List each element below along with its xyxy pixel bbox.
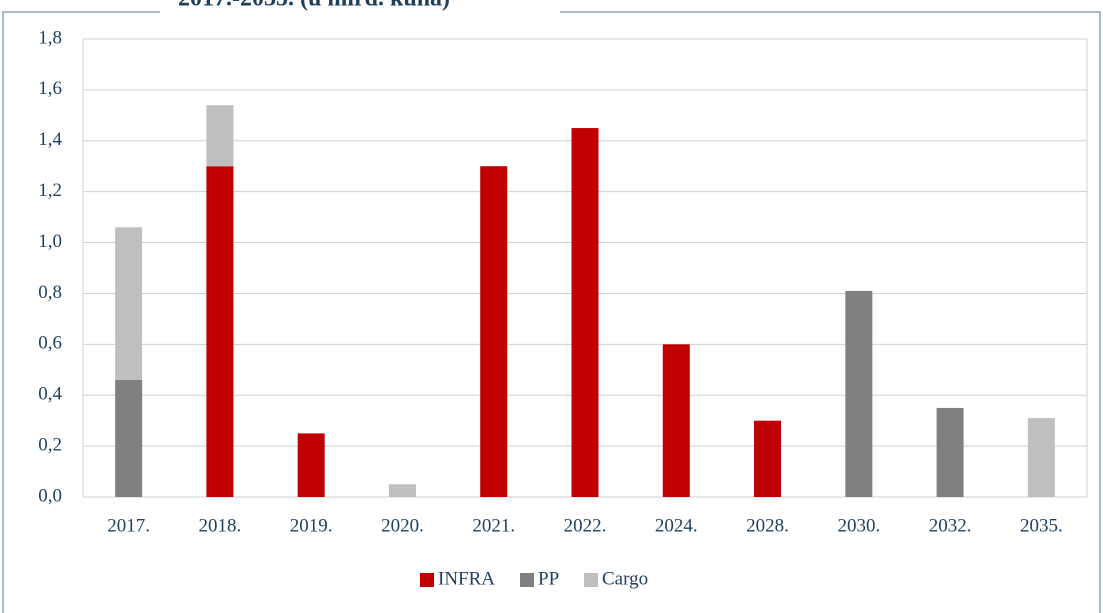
x-tick-label: 2030. bbox=[837, 515, 880, 536]
legend-label: PP bbox=[538, 568, 559, 589]
bar-segment bbox=[1027, 418, 1055, 497]
bar-segment bbox=[115, 227, 143, 380]
bar-segment bbox=[845, 290, 873, 497]
x-tick-label: 2020. bbox=[381, 515, 424, 536]
x-tick-label: 2035. bbox=[1020, 515, 1063, 536]
y-tick-label: 0,4 bbox=[38, 384, 62, 405]
y-tick-label: 1,0 bbox=[38, 231, 62, 252]
bar-segment bbox=[206, 105, 234, 167]
x-tick-label: 2019. bbox=[290, 515, 333, 536]
y-tick-label: 0,8 bbox=[38, 282, 62, 303]
x-tick-label: 2024. bbox=[655, 515, 698, 536]
y-tick-label: 1,2 bbox=[38, 180, 62, 201]
bar-segment bbox=[936, 407, 964, 497]
bar-segment bbox=[206, 166, 234, 497]
bar-segment bbox=[115, 379, 143, 497]
bar-segment bbox=[571, 128, 599, 498]
x-tick-label: 2022. bbox=[564, 515, 607, 536]
y-tick-label: 1,4 bbox=[38, 129, 62, 150]
y-tick-label: 0,2 bbox=[38, 434, 62, 455]
bar-segment bbox=[662, 344, 690, 497]
y-tick-label: 1,6 bbox=[38, 78, 62, 99]
x-tick-label: 2021. bbox=[472, 515, 515, 536]
legend-label: INFRA bbox=[438, 568, 495, 589]
y-tick-label: 0,6 bbox=[38, 333, 62, 354]
legend-swatch bbox=[420, 573, 434, 587]
bar-segment bbox=[297, 433, 325, 497]
bar-segment bbox=[754, 420, 782, 497]
x-tick-label: 2017. bbox=[107, 515, 150, 536]
x-tick-label: 2018. bbox=[199, 515, 242, 536]
x-tick-label: 2028. bbox=[746, 515, 789, 536]
bar-segment bbox=[388, 484, 416, 497]
y-tick-label: 1,8 bbox=[38, 27, 62, 48]
legend-swatch bbox=[520, 573, 534, 587]
chart-title: 2017.-2035. (u mlrd. kuna) bbox=[178, 0, 450, 12]
bar-segment bbox=[480, 166, 508, 497]
legend-swatch bbox=[584, 573, 598, 587]
x-tick-label: 2032. bbox=[929, 515, 972, 536]
frame bbox=[2, 11, 1101, 613]
y-tick-label: 0,0 bbox=[38, 485, 62, 506]
legend-label: Cargo bbox=[602, 568, 648, 589]
